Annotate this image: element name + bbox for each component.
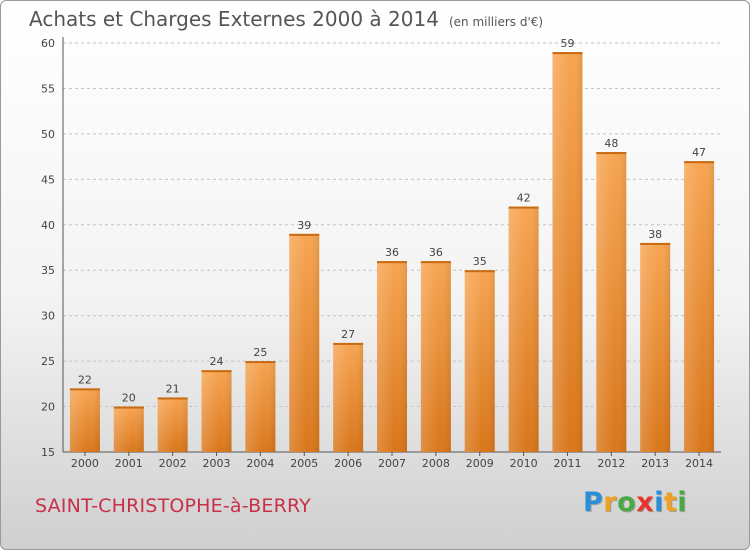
x-tick-label: 2012	[597, 457, 625, 470]
bar-top-edge	[684, 161, 715, 164]
data-label: 42	[517, 192, 531, 205]
proxiti-logo: Proxiti	[583, 487, 687, 518]
data-label: 47	[692, 146, 706, 159]
x-tick-label: 2007	[378, 457, 406, 470]
logo-letter: i	[654, 487, 664, 518]
data-label: 36	[429, 246, 443, 259]
bar-top-edge	[420, 261, 451, 264]
label-layer: 22 20 21 24 25 39 27 36 36 35 42 59 48 38 47	[78, 37, 706, 404]
data-label: 21	[166, 382, 180, 395]
data-label: 25	[253, 346, 267, 359]
y-tick-label: 35	[41, 264, 55, 277]
bar-shade	[69, 388, 100, 452]
data-label: 24	[210, 355, 224, 368]
bar-shade	[420, 261, 451, 452]
y-tick-label: 25	[41, 355, 55, 368]
x-tick-label: 2013	[641, 457, 669, 470]
bar-shade	[552, 52, 583, 452]
bar-top-edge	[508, 206, 539, 209]
data-label: 36	[385, 246, 399, 259]
bar-shade	[201, 370, 232, 452]
logo-letter: r	[603, 487, 618, 518]
bar-shade	[157, 397, 188, 452]
y-tick-label: 60	[41, 37, 55, 50]
data-label: 39	[297, 219, 311, 232]
x-tick-label: 2006	[334, 457, 362, 470]
bar-shade	[684, 161, 715, 452]
bar-top-edge	[289, 233, 320, 236]
x-tick-label: 2014	[685, 457, 713, 470]
x-tick-label: 2011	[553, 457, 581, 470]
bar-shade	[245, 361, 276, 452]
data-label: 59	[560, 37, 574, 50]
data-label: 48	[604, 137, 618, 150]
bar-top-edge	[245, 361, 276, 364]
bar-shade	[596, 152, 627, 453]
bar-shade	[508, 206, 539, 452]
x-tick-label: 2009	[466, 457, 494, 470]
bar-top-edge	[464, 270, 495, 273]
x-tick-label: 2003	[203, 457, 231, 470]
bar-shade	[640, 242, 671, 452]
chart-title-text: Achats et Charges Externes 2000 à 2014	[29, 7, 439, 31]
bar-shade	[333, 342, 364, 452]
bar-shade	[113, 406, 144, 452]
y-tick-label: 50	[41, 128, 55, 141]
data-label: 38	[648, 228, 662, 241]
x-tick-label: 2010	[510, 457, 538, 470]
bar-top-edge	[69, 388, 100, 391]
bar-shade	[289, 233, 320, 452]
x-tick-label: 2005	[290, 457, 318, 470]
bar-top-edge	[552, 52, 583, 55]
bar-top-edge	[157, 397, 188, 400]
data-label: 22	[78, 373, 92, 386]
logo-letter: x	[636, 487, 655, 518]
bar-top-edge	[201, 370, 232, 373]
bar-top-edge	[333, 342, 364, 345]
bar-layer	[69, 52, 715, 453]
logo-letter: i	[677, 487, 688, 518]
x-tick-label: 2008	[422, 457, 450, 470]
bar-top-edge	[377, 261, 407, 264]
chart-unit-label: (en milliers d'€)	[448, 15, 544, 29]
y-tick-label: 40	[41, 219, 55, 232]
x-tick-label: 2004	[246, 457, 274, 470]
x-tick-label: 2001	[115, 457, 143, 470]
bar-shade	[464, 270, 495, 452]
bar-top-edge	[640, 242, 671, 245]
bar-top-edge	[113, 406, 144, 409]
data-label: 27	[341, 328, 355, 341]
city-name: SAINT-CHRISTOPHE-à-BERRY	[35, 495, 311, 517]
bar-top-edge	[596, 152, 627, 155]
x-tick-label: 2002	[159, 457, 187, 470]
logo-letter: P	[583, 487, 604, 518]
y-tick-label: 30	[41, 310, 55, 323]
chart-title: Achats et Charges Externes 2000 à 2014 (e…	[29, 7, 543, 31]
logo-letter: t	[663, 487, 678, 518]
y-tick-label: 45	[41, 173, 55, 186]
y-tick-label: 15	[41, 446, 55, 459]
data-label: 35	[473, 255, 487, 268]
y-tick-label: 55	[41, 82, 55, 95]
x-tick-label: 2000	[71, 457, 99, 470]
y-tick-label: 20	[41, 401, 55, 414]
logo-letter: o	[617, 487, 637, 518]
bar-shade	[377, 261, 407, 452]
data-label: 20	[122, 392, 136, 405]
